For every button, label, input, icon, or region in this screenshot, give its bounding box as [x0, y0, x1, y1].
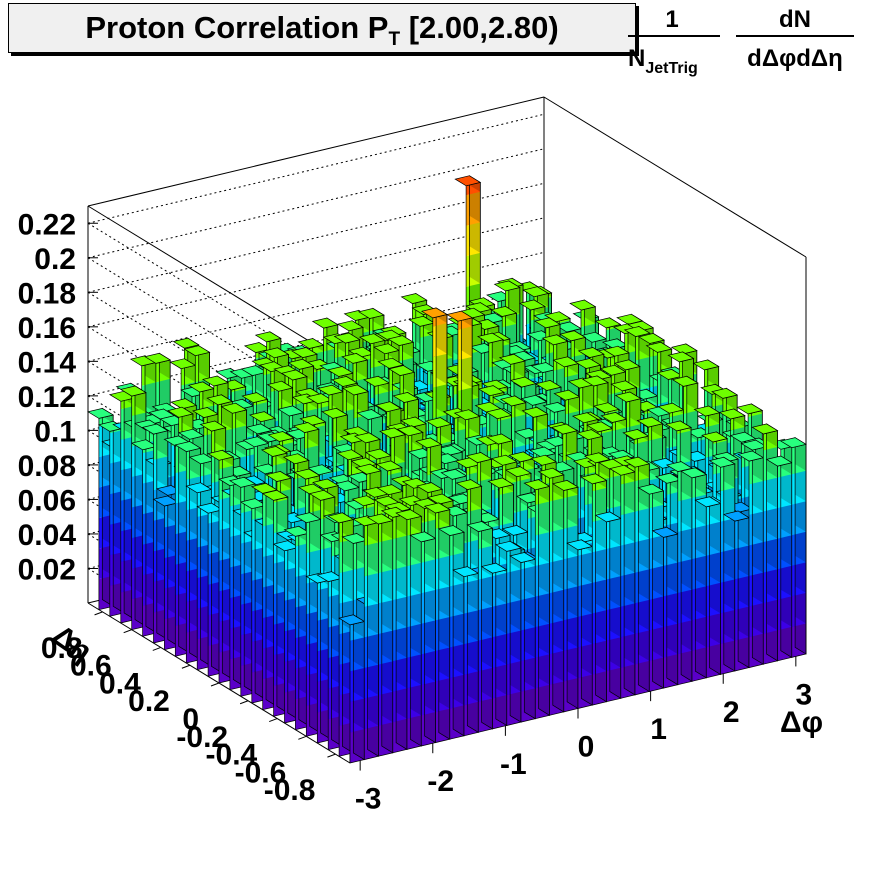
z-label-frac2-num: dN: [779, 6, 811, 33]
bar: [694, 496, 722, 679]
bar: [680, 467, 708, 682]
x-tick-label: -1: [500, 748, 527, 781]
bar: [294, 511, 322, 737]
z-tick-label: 0.08: [18, 450, 76, 483]
y-tick: [152, 646, 161, 651]
z-label-frac1-num: 1: [665, 6, 678, 33]
bar: [623, 456, 651, 696]
frame-line: [87, 148, 545, 259]
y-tick-label: 0.6: [70, 650, 112, 683]
bar: [751, 423, 779, 665]
x-tick-label: 2: [723, 696, 740, 729]
bar: [338, 614, 366, 764]
bar: [779, 436, 807, 658]
z-tick-label: 0.06: [18, 484, 76, 517]
bar: [409, 531, 437, 747]
z-tick-label: 0.18: [18, 277, 76, 310]
z-tick-label: 0.12: [18, 381, 76, 414]
y-tick-label: 0: [182, 703, 199, 736]
y-tick: [123, 629, 132, 634]
x-tick-label: 0: [578, 731, 595, 764]
z-tick-label: 0.22: [18, 208, 76, 241]
bar: [708, 456, 736, 675]
y-tick-label: 0.2: [128, 685, 170, 718]
x-axis-label: Δφ: [780, 706, 823, 739]
bar: [765, 455, 793, 662]
bar: [722, 510, 750, 672]
y-axis-ticks: -0.8-0.6-0.4-0.20 0.20.40.60.8: [41, 611, 336, 807]
bar: [523, 479, 551, 720]
y-tick-label: 0.4: [99, 667, 141, 700]
x-axis-ticks: -3 -2 -1 0 1 2 3: [355, 656, 812, 816]
bar: [594, 511, 622, 703]
y-tick-label: 0.8: [41, 632, 83, 665]
bar: [480, 562, 508, 730]
z-tick-label: 0.1: [34, 415, 76, 448]
bar: [87, 407, 115, 611]
z-axis-ticks: 0.020.040.060.080.10.120.140.160.180.20.…: [18, 208, 98, 586]
bar: [566, 539, 594, 709]
y-tick-label: -0.4: [206, 739, 258, 772]
frame-line: [87, 205, 351, 367]
title-box: Proton Correlation PT [2.00,2.80): [8, 3, 636, 53]
bar: [580, 473, 608, 706]
bar: [395, 508, 423, 750]
title-range: [2.00,2.80): [408, 10, 559, 45]
y-tick-label: -0.6: [235, 756, 287, 789]
z-tick-label: 0.2: [34, 243, 76, 276]
z-tick-label: 0.02: [18, 553, 76, 586]
y-tick: [327, 753, 336, 758]
bar: [737, 450, 765, 669]
z-tick-label: 0.16: [18, 312, 76, 345]
y-tick-label: -0.2: [176, 721, 228, 754]
x-tick-label: 3: [795, 678, 812, 711]
frame-line: [87, 113, 545, 224]
bar: [651, 526, 679, 689]
z-label-frac2-den: dΔφdΔη: [747, 45, 843, 72]
y-tick-label: -0.8: [264, 774, 316, 807]
bar: [637, 483, 665, 692]
y-tick: [298, 735, 307, 740]
bar: [665, 460, 693, 686]
bar: [423, 502, 451, 744]
z-axis-label: 1 NJetTrig dN dΔφdΔη: [628, 6, 854, 77]
bar: [380, 506, 408, 754]
y-tick: [239, 700, 249, 705]
frame-line: [87, 96, 545, 207]
x-tick-label: -3: [355, 783, 382, 816]
bar: [466, 520, 494, 733]
title-subscript: T: [388, 29, 401, 51]
z-tick-label: 0.14: [18, 346, 77, 379]
bar: [437, 524, 465, 740]
bar: [509, 551, 537, 723]
bar: [537, 467, 565, 716]
x-tick-label: 1: [650, 713, 667, 746]
x-tick-label: -2: [427, 765, 454, 798]
z-label-frac1-den: NJetTrig: [628, 45, 698, 77]
bar: [452, 565, 480, 737]
bars: [87, 175, 807, 764]
title-main: Proton Correlation P: [85, 10, 389, 45]
y-tick: [269, 718, 278, 723]
bar: [494, 540, 522, 726]
z-tick-label: 0.04: [18, 519, 77, 552]
frame-line: [543, 96, 807, 258]
y-tick: [94, 611, 103, 616]
y-tick: [181, 664, 191, 669]
chart-title: Proton Correlation PT [2.00,2.80): [9, 4, 635, 52]
y-tick: [210, 682, 220, 687]
